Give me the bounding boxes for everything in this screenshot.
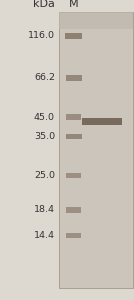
Text: 14.4: 14.4 [34,231,55,240]
Bar [66,233,81,238]
Text: kDa: kDa [33,0,55,9]
Bar [82,118,122,125]
Text: M: M [69,0,79,9]
Bar [65,33,82,39]
Text: 45.0: 45.0 [34,112,55,122]
Bar [66,75,82,81]
Bar [66,134,82,139]
Text: 18.4: 18.4 [34,206,55,214]
Bar [59,12,133,28]
Bar [66,207,81,213]
Bar [59,12,133,288]
Text: 35.0: 35.0 [34,132,55,141]
Text: 25.0: 25.0 [34,171,55,180]
Text: 66.2: 66.2 [34,74,55,82]
Bar [66,114,81,120]
Bar [66,173,81,178]
Text: 116.0: 116.0 [28,32,55,40]
